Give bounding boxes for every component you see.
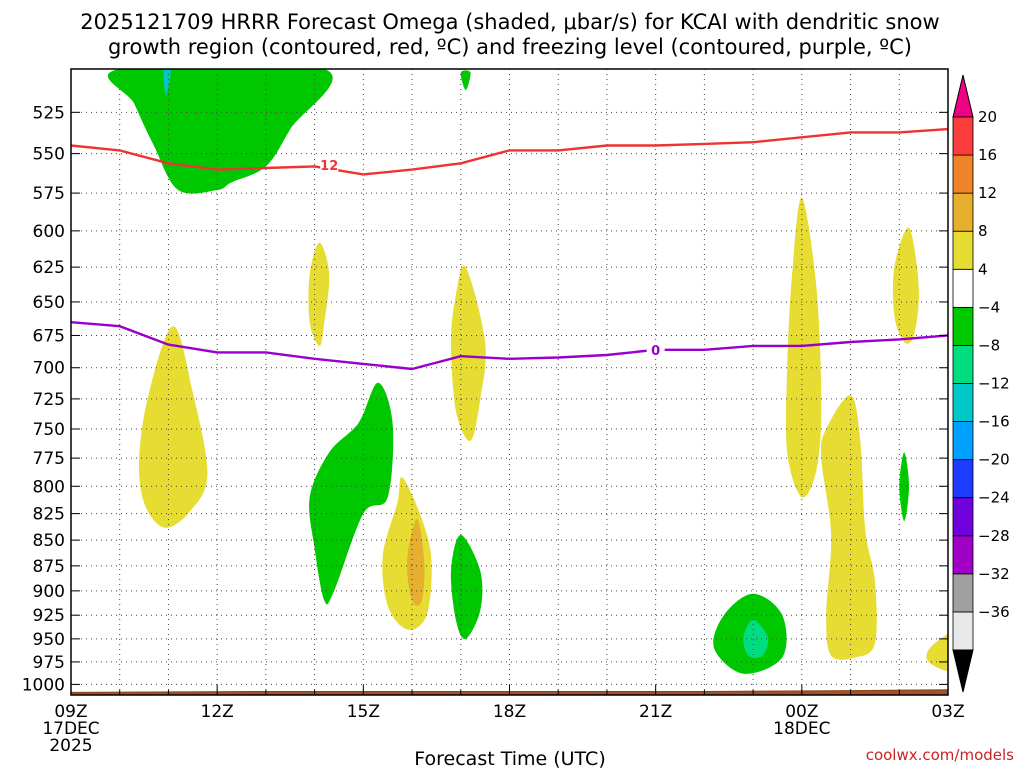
x-tick-label-21Z: 21Z xyxy=(639,702,672,722)
y-tick-label-650: 650 xyxy=(33,293,65,313)
y-tick-label-975: 975 xyxy=(33,653,65,673)
colorbar-segment-9 xyxy=(952,268,974,308)
omega-region-15 xyxy=(743,620,769,658)
y-tick-label-675: 675 xyxy=(33,326,65,346)
colorbar-label-13: −36 xyxy=(978,603,1010,621)
colorbar-label-8: −16 xyxy=(978,413,1010,431)
omega-region-5 xyxy=(451,265,486,441)
y-tick-label-1000: 1000 xyxy=(22,675,65,695)
y-tick-label-575: 575 xyxy=(33,184,65,204)
x-axis-title: Forecast Time (UTC) xyxy=(414,748,605,768)
y-tick-label-950: 950 xyxy=(33,630,65,650)
colorbar-bottom-arrow xyxy=(952,649,974,693)
colorbar-segment-2 xyxy=(952,535,974,575)
y-tick-label-775: 775 xyxy=(33,449,65,469)
omega-region-11 xyxy=(407,519,425,606)
colorbar-label-5: −4 xyxy=(978,298,1000,316)
y-tick-label-725: 725 xyxy=(33,390,65,410)
credit-text: coolwx.com/models xyxy=(866,746,1014,764)
y-tick-label-550: 550 xyxy=(33,145,65,165)
colorbar: 20 16 12 8 4 −4 −8 −12 −16 −20 −24 −28 −32 −36 xyxy=(952,74,1010,693)
colorbar-label-12: −32 xyxy=(978,565,1010,583)
y-tick-label-525: 525 xyxy=(33,103,65,123)
colorbar-label-10: −24 xyxy=(978,489,1010,507)
omega-region-2 xyxy=(460,70,471,91)
x-tick-label-00Z: 00Z xyxy=(785,702,818,722)
contour-label-1: 0 xyxy=(651,344,660,359)
colorbar-label-11: −28 xyxy=(978,527,1010,545)
colorbar-label-2: 12 xyxy=(978,184,997,202)
omega-region-16 xyxy=(899,452,909,522)
x-year-label-2025: 2025 xyxy=(49,736,92,756)
y-tick-label-700: 700 xyxy=(33,359,65,379)
y-tick-label-925: 925 xyxy=(33,606,65,626)
omega-region-13 xyxy=(450,534,483,640)
chart-title-line1: 2025121709 HRRR Forecast Omega (shaded, … xyxy=(80,10,939,34)
contour-lines: 12 0 xyxy=(71,127,948,371)
colorbar-top-arrow xyxy=(952,74,974,118)
y-tick-label-800: 800 xyxy=(33,477,65,497)
y-tick-label-600: 600 xyxy=(33,222,65,242)
contour-label-bg-1 xyxy=(646,341,665,358)
colorbar-label-3: 8 xyxy=(978,222,988,240)
y-tick-label-825: 825 xyxy=(33,505,65,525)
omega-region-8 xyxy=(821,395,877,660)
chart-title-line2: growth region (contoured, red, ºC) and f… xyxy=(108,35,912,59)
colorbar-segment-8 xyxy=(952,306,974,346)
x-tick-label-03Z: 03Z xyxy=(931,702,964,722)
omega-region-7 xyxy=(892,227,919,344)
colorbar-label-1: 16 xyxy=(978,146,997,164)
colorbar-label-7: −12 xyxy=(978,375,1010,393)
contour-label-bg-0 xyxy=(320,156,339,173)
omega-region-0 xyxy=(107,69,333,194)
colorbar-label-4: 4 xyxy=(978,260,988,278)
x-tick-label-15Z: 15Z xyxy=(347,702,380,722)
y-tick-label-625: 625 xyxy=(33,258,65,278)
colorbar-segment-10 xyxy=(952,230,974,270)
omega-region-10 xyxy=(382,477,432,630)
colorbar-label-9: −20 xyxy=(978,451,1010,469)
colorbar-segment-3 xyxy=(952,497,974,537)
contour-label-0: 12 xyxy=(320,159,338,174)
omega-region-3 xyxy=(308,242,330,346)
gridlines xyxy=(71,69,948,695)
colorbar-segment-11 xyxy=(952,192,974,232)
omega-shading xyxy=(71,69,948,695)
colorbar-label-6: −8 xyxy=(978,336,1000,354)
y-tick-label-900: 900 xyxy=(33,582,65,602)
x-tick-label-12Z: 12Z xyxy=(201,702,234,722)
colorbar-segment-13 xyxy=(952,116,974,156)
colorbar-segment-1 xyxy=(952,573,974,613)
colorbar-segment-12 xyxy=(952,154,974,194)
colorbar-segment-7 xyxy=(952,345,974,384)
contour-line-0 xyxy=(71,127,948,176)
colorbar-segment-0 xyxy=(952,611,974,651)
x-tick-label-18Z: 18Z xyxy=(493,702,526,722)
contour-line-1 xyxy=(71,321,948,371)
y-tick-label-875: 875 xyxy=(33,557,65,577)
omega-region-1 xyxy=(163,69,171,96)
y-axis: 525 550 575 600 625 650 675 700 725 750 775 800 825 8… xyxy=(22,103,948,695)
omega-region-12 xyxy=(309,382,394,605)
omega-region-4 xyxy=(139,326,208,528)
colorbar-segment-6 xyxy=(952,383,974,422)
colorbar-segment-4 xyxy=(952,459,974,499)
y-tick-label-850: 850 xyxy=(33,531,65,551)
colorbar-label-0: 20 xyxy=(978,108,997,126)
omega-region-6 xyxy=(785,197,822,498)
x-date-label-17DEC: 17DEC xyxy=(42,719,99,739)
x-tick-label-09Z: 09Z xyxy=(54,702,87,722)
y-tick-label-750: 750 xyxy=(33,420,65,440)
x-date-label-18DEC: 18DEC xyxy=(773,719,830,739)
colorbar-segment-5 xyxy=(952,421,974,461)
